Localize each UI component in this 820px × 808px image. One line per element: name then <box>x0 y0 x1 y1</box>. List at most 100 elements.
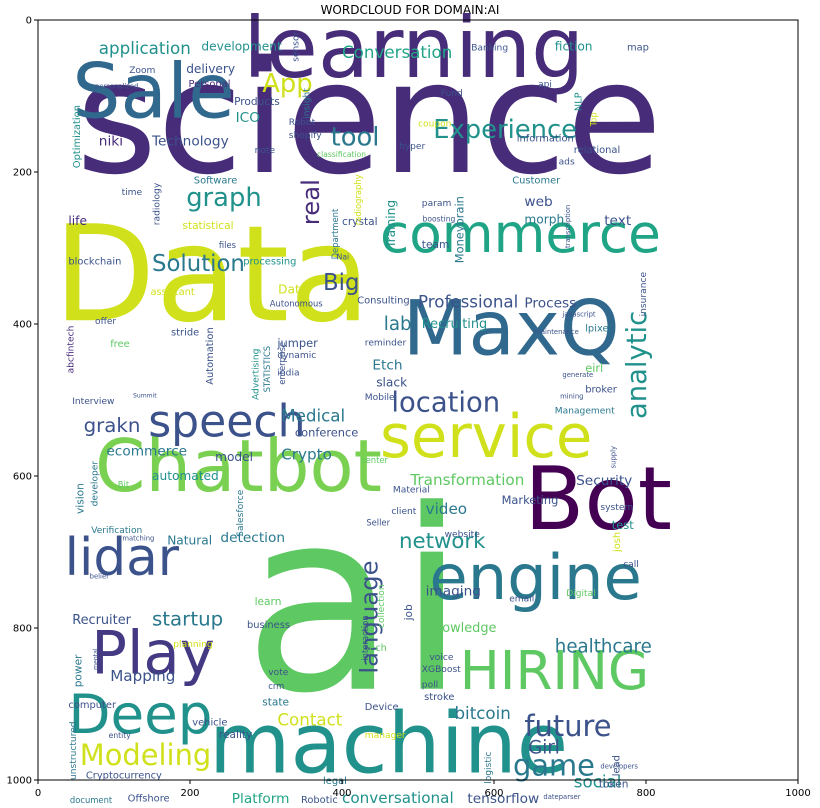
word-unstructured: unstructured <box>69 721 79 780</box>
word-personalized: personalized <box>95 82 138 90</box>
word-crm: crm <box>268 681 284 691</box>
word-xgboost: XGBoost <box>422 665 461 675</box>
word-mining: mining <box>560 392 583 400</box>
word-maintenance: maintenance <box>534 328 579 336</box>
word-salesforce: Salesforce <box>236 489 246 537</box>
word-bitcoin: bitcoin <box>454 703 510 723</box>
word-power: power <box>72 654 84 687</box>
word-personal: Personal <box>188 79 230 90</box>
x-tick-label: 0 <box>35 788 41 799</box>
word-mobile: Mobile <box>365 393 395 403</box>
word-life: life <box>68 214 87 228</box>
word-fiction: fiction <box>555 39 593 53</box>
word-matching: matching <box>122 535 154 543</box>
word-mental: mental <box>92 648 99 670</box>
x-tick-label: 800 <box>636 788 655 799</box>
word-dynamic: dynamic <box>277 351 316 361</box>
word-real: real <box>296 179 325 225</box>
word-chatbot: Chatbot <box>95 425 382 509</box>
x-tick-label: 200 <box>180 788 199 799</box>
word-commerce: commerce <box>380 203 661 265</box>
word-startup: startup <box>152 608 223 631</box>
word-morph: morph <box>524 213 564 227</box>
word-abcfintech: abcfintech <box>67 326 77 374</box>
word-development: development <box>201 39 282 53</box>
chart-title: WORDCLOUD FOR DOMAIN:AI <box>320 3 500 17</box>
word-team: team <box>422 239 449 251</box>
word-eirl: eirl <box>585 361 603 375</box>
y-tick-label: 1000 <box>7 776 32 787</box>
word-offer: offer <box>95 317 116 327</box>
word-web: web <box>524 194 552 210</box>
y-tick-label: 600 <box>13 472 32 483</box>
word-conversational: conversational <box>342 789 454 807</box>
word-generate: generate <box>562 371 593 379</box>
word-platform: Platform <box>232 791 290 807</box>
word-big: Big <box>323 270 359 296</box>
word-app: App <box>262 69 312 99</box>
word-cryptocurrency: Cryptocurrency <box>86 770 162 781</box>
word-relational: relational <box>574 145 620 156</box>
word-ecommerce: ecommerce <box>106 443 187 459</box>
word-jumper: jumper <box>276 336 318 350</box>
word-detection: detection <box>220 530 285 546</box>
word-coupon: coupon <box>418 119 451 129</box>
word-javascript: javascript <box>561 310 596 318</box>
word-girl: Girl <box>528 737 560 758</box>
word-moneybrain: Moneybrain <box>453 196 467 263</box>
word-radiology: radiology <box>153 182 163 225</box>
word-entity: entity <box>109 731 132 740</box>
word-engine: engine <box>429 541 641 614</box>
word-manager: manager <box>365 731 406 741</box>
word-future: future <box>524 709 611 743</box>
word-time: time <box>122 188 143 198</box>
word-india: india <box>277 369 299 379</box>
word-tensorflow: tensorflow <box>467 791 539 807</box>
word-graph: graph <box>186 183 262 213</box>
word-lpixel: lpixel <box>585 324 611 335</box>
word-vehicle: vehicle <box>192 717 227 728</box>
word-hyper: hyper <box>399 142 426 152</box>
word-lidar: lidar <box>65 528 180 588</box>
word-processing: processing <box>243 257 296 268</box>
word-legal: legal <box>323 776 347 787</box>
word-free: free <box>110 339 129 350</box>
x-axis: 0 200 400 600 800 1000 <box>35 780 811 799</box>
word-bit: Bit <box>118 479 130 489</box>
word-fund: Fund <box>441 89 463 99</box>
word-banking: Banking <box>471 43 508 53</box>
word-system: system <box>600 503 633 513</box>
word-boosting: boosting <box>423 214 456 223</box>
word-logistic: logistic <box>484 752 494 784</box>
word-conversation: Conversation <box>342 42 452 62</box>
word-collection: collection <box>377 584 387 628</box>
word-model: model <box>215 450 253 464</box>
word-text: text <box>604 213 632 229</box>
word-speech: speech <box>148 396 305 447</box>
word-learn: learn <box>255 596 282 608</box>
y-tick-label: 0 <box>26 16 32 27</box>
word-experience: Experience <box>433 115 577 145</box>
word-healthcare: healthcare <box>555 636 652 657</box>
word-hiring: HIRING <box>460 640 649 702</box>
word-nai: Nai <box>337 252 349 261</box>
word-classification: classification <box>317 150 366 159</box>
word-medical: Medical <box>281 405 345 425</box>
word-vote: vote <box>268 668 289 678</box>
word-top: Top <box>589 112 599 127</box>
word-date: Date <box>278 283 307 297</box>
word-imaging: imaging <box>426 583 481 599</box>
word-slack: slack <box>376 375 408 389</box>
word-game: game <box>513 748 595 782</box>
word-contact: Contact <box>277 709 342 729</box>
word-state: state <box>262 697 289 709</box>
word-management: Management <box>555 407 615 417</box>
word-recruiter: Recruiter <box>72 613 131 628</box>
word-transformation: Transformation <box>409 471 524 489</box>
word-radiography: radiography <box>353 174 363 225</box>
word-natural: Natural <box>167 533 212 547</box>
word-consulting: Consulting <box>357 295 410 306</box>
word-poll: poll <box>422 680 438 690</box>
word-transcription: transcription <box>564 205 572 248</box>
